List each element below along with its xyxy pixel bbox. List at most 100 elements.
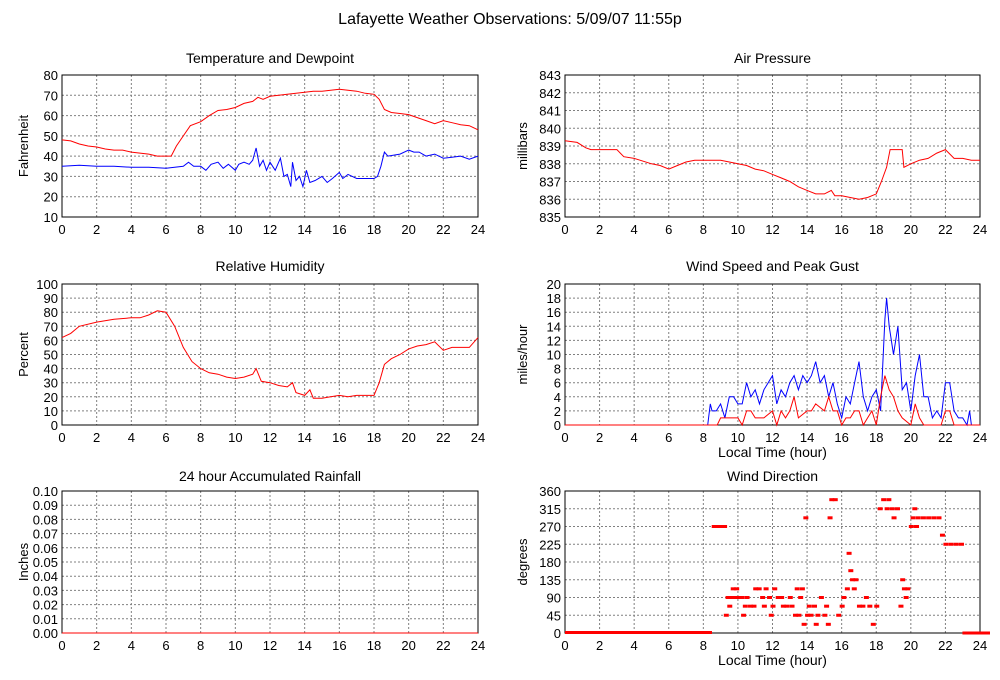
pressure-title: Air Pressure [734,50,811,66]
x-tick-label: 4 [128,638,135,653]
x-tick-label: 24 [471,638,485,653]
direction-point [953,542,959,546]
y-tick-label: 835 [539,210,561,225]
x-tick-label: 4 [128,430,135,445]
y-tick-label: 90 [547,591,561,606]
direction-point [877,507,883,511]
direction-point [915,516,921,520]
direction-point [901,587,907,591]
direction-point [722,525,728,528]
x-tick-label: 20 [401,222,415,237]
direction-point [931,516,937,520]
x-tick-label: 10 [228,222,242,237]
x-tick-label: 24 [973,638,987,653]
x-tick-label: 8 [197,430,204,445]
direction-point [936,516,942,520]
x-tick-label: 22 [436,222,450,237]
temperature-line [61,88,479,157]
direction-point [910,516,916,520]
y-tick-label: 8 [554,362,561,377]
x-tick-label: 20 [401,430,415,445]
y-tick-label: 360 [539,484,561,499]
direction-point [874,604,880,608]
y-tick-label: 843 [539,68,561,83]
direction-point [775,596,781,599]
direction-point [920,516,926,520]
x-tick-label: 18 [367,222,381,237]
x-tick-label: 10 [731,430,745,445]
y-tick-label: 14 [547,319,561,334]
pressure-y-axis-label: millibars [515,122,530,170]
x-tick-label: 6 [162,222,169,237]
direction-point [792,613,798,617]
x-tick-label: 16 [834,430,848,445]
direction-point [730,587,736,591]
direction-point [863,596,869,599]
x-tick-label: 0 [58,638,65,653]
direction-point [895,507,900,511]
direction-point [867,604,873,608]
direction-point [851,587,857,591]
y-tick-label: 0.02 [33,598,58,613]
x-tick-label: 12 [263,430,277,445]
direction-point [860,604,866,608]
y-tick-label: 840 [539,121,561,136]
direction-point [803,516,809,520]
y-tick-label: 45 [547,608,561,623]
x-tick-label: 8 [700,222,707,237]
direction-point [825,622,831,626]
y-tick-label: 20 [44,390,58,405]
direction-point [744,596,750,599]
y-tick-label: 180 [539,555,561,570]
x-tick-label: 4 [631,430,638,445]
x-tick-label: 10 [228,638,242,653]
direction-point [978,631,990,635]
x-tick-label: 16 [332,222,346,237]
y-tick-label: 0.08 [33,512,58,527]
direction-point [772,587,778,591]
direction-point [891,516,897,520]
x-tick-label: 8 [197,222,204,237]
y-tick-label: 50 [44,348,58,363]
y-tick-label: 60 [44,109,58,124]
x-tick-label: 20 [904,638,918,653]
y-tick-label: 70 [44,88,58,103]
y-tick-label: 10 [547,348,561,363]
humidity-title: Relative Humidity [216,258,325,274]
direction-point [711,525,717,528]
humidity-panel: Relative Humidity01020304050607080901000… [16,258,485,445]
direction-point [805,613,811,617]
direction-point [801,622,807,626]
wind-title: Wind Speed and Peak Gust [686,258,859,274]
direction-point [903,596,909,599]
rain-y-axis-label: Inches [16,542,31,581]
y-tick-label: 0 [554,418,561,433]
direction-point [742,604,748,608]
y-tick-label: 0.07 [33,527,58,542]
y-tick-label: 225 [539,537,561,552]
x-tick-label: 2 [93,222,100,237]
y-tick-label: 50 [44,129,58,144]
peak-gust-line [565,298,980,427]
x-tick-label: 20 [904,430,918,445]
y-tick-label: 10 [44,210,58,225]
y-tick-label: 10 [44,404,58,419]
x-tick-label: 14 [297,430,311,445]
direction-point [756,587,762,591]
direction-point [812,604,817,608]
y-tick-label: 0.01 [33,612,58,627]
winddir-x-axis-label: Local Time (hour) [718,652,827,668]
x-tick-label: 6 [162,430,169,445]
plot-frame [61,283,479,426]
direction-point [751,604,757,608]
direction-point [806,604,812,608]
x-tick-label: 16 [834,638,848,653]
y-tick-label: 0.10 [33,484,58,499]
y-tick-label: 315 [539,502,561,517]
direction-point [926,516,932,520]
x-tick-label: 14 [800,222,814,237]
x-tick-label: 18 [367,430,381,445]
direction-point [898,604,904,608]
